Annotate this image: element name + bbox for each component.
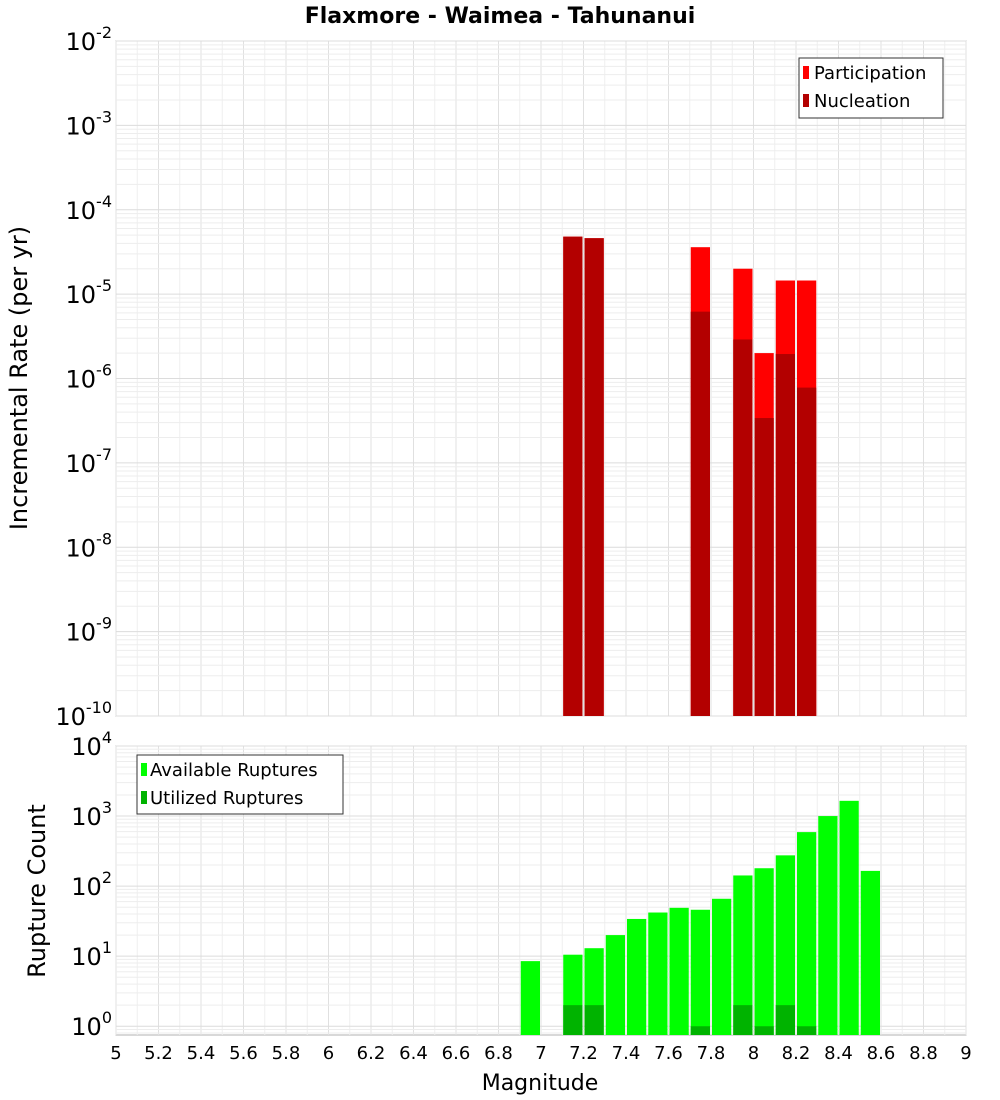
x-tick-label: 7	[535, 1043, 546, 1064]
x-tick-label: 7.4	[612, 1043, 641, 1064]
x-tick-label: 9	[960, 1043, 971, 1064]
legend-label-participation: Participation	[814, 63, 926, 84]
legend-label-nucleation: Nucleation	[814, 91, 910, 112]
bottom-bar-available-ruptures	[839, 800, 859, 1035]
y-tick-label: 102	[71, 868, 112, 901]
top-legend-box	[798, 57, 944, 119]
bottom-bar-available-ruptures	[797, 832, 817, 1035]
top-bar-nucleation	[690, 311, 710, 716]
bottom-bar-available-ruptures	[520, 961, 540, 1035]
bottom-bar-available-ruptures	[627, 918, 647, 1035]
top-y-axis-label: Incremental Rate (per yr)	[5, 226, 33, 530]
bottom-legend-box	[136, 754, 344, 815]
x-tick-label: 8.4	[824, 1043, 853, 1064]
top-grid	[115, 40, 967, 717]
bottom-y-axis-label: Rupture Count	[23, 804, 51, 978]
legend-swatch-participation	[803, 66, 809, 79]
bottom-bar-available-ruptures	[669, 907, 689, 1035]
bottom-bar-utilized-ruptures	[584, 1005, 604, 1035]
bottom-bar-available-ruptures	[818, 816, 838, 1035]
top-bar-nucleation	[584, 238, 604, 716]
x-tick-label: 8.8	[909, 1043, 938, 1064]
x-tick-label: 6.2	[357, 1043, 386, 1064]
bottom-bars	[520, 800, 880, 1035]
legend-swatch-utilized	[141, 791, 147, 804]
legend-label-available: Available Ruptures	[150, 760, 318, 781]
y-tick-label: 10-4	[66, 192, 113, 225]
bottom-bar-available-ruptures	[754, 868, 774, 1035]
bottom-legend: Available Ruptures Utilized Ruptures	[136, 754, 344, 815]
x-tick-label: 6.4	[399, 1043, 428, 1064]
y-tick-label: 10-9	[66, 614, 113, 647]
legend-swatch-nucleation	[803, 94, 809, 107]
y-tick-label: 10-3	[66, 107, 113, 140]
legend-swatch-available	[141, 763, 147, 776]
x-tick-label: 7.8	[697, 1043, 726, 1064]
top-legend: Participation Nucleation	[798, 57, 944, 119]
chart-title: Flaxmore - Waimea - Tahunanui	[305, 4, 696, 29]
y-tick-label: 104	[71, 728, 112, 761]
x-tick-label: 6	[323, 1043, 334, 1064]
x-tick-label: 5.4	[187, 1043, 216, 1064]
bottom-panel: 100 101 102 103 104 5 5.2 5.4 5.6 5.8 6 6.2 6.4 6.6 6…	[23, 728, 972, 1096]
bottom-bar-available-ruptures	[712, 898, 732, 1035]
x-tick-label: 7.6	[654, 1043, 683, 1064]
top-bar-nucleation	[733, 339, 753, 716]
top-panel: 10-10 10-9 10-8 10-7 10-6 10-5 10-4 10-3 10-2 In…	[5, 23, 967, 731]
bottom-y-ticks: 100 101 102 103 104	[71, 728, 112, 1041]
x-tick-label: 5.6	[229, 1043, 258, 1064]
bottom-bar-available-ruptures	[733, 875, 753, 1035]
x-tick-label: 6.8	[484, 1043, 513, 1064]
y-tick-label: 100	[71, 1008, 112, 1041]
x-tick-label: 8	[748, 1043, 759, 1064]
x-tick-label: 5.8	[272, 1043, 301, 1064]
x-tick-label: 5	[110, 1043, 121, 1064]
bottom-bar-utilized-ruptures	[754, 1026, 774, 1035]
bottom-x-ticks: 5 5.2 5.4 5.6 5.8 6 6.2 6.4 6.6 6.8 7 7.2 7.4 7.6 7.8 8…	[110, 1043, 971, 1064]
bottom-bar-utilized-ruptures	[733, 1005, 753, 1035]
y-tick-label: 10-5	[66, 276, 113, 309]
bottom-bar-utilized-ruptures	[775, 1005, 795, 1035]
x-tick-label: 8.6	[867, 1043, 896, 1064]
x-tick-label: 7.2	[569, 1043, 598, 1064]
y-tick-label: 10-10	[55, 698, 112, 731]
bottom-bar-available-ruptures	[775, 855, 795, 1035]
y-tick-label: 10-6	[66, 361, 113, 394]
x-tick-label: 5.2	[144, 1043, 173, 1064]
x-tick-label: 8.2	[782, 1043, 811, 1064]
bottom-bar-available-ruptures	[605, 935, 625, 1035]
bottom-bar-available-ruptures	[860, 870, 880, 1035]
top-bar-nucleation	[775, 354, 795, 716]
bottom-bar-utilized-ruptures	[797, 1026, 817, 1035]
top-y-ticks: 10-10 10-9 10-8 10-7 10-6 10-5 10-4 10-3 10-2	[55, 23, 112, 731]
legend-label-utilized: Utilized Ruptures	[150, 788, 303, 809]
y-tick-label: 103	[71, 798, 112, 831]
bottom-bar-available-ruptures	[690, 909, 710, 1035]
y-tick-label: 10-7	[66, 445, 113, 478]
bottom-bar-utilized-ruptures	[690, 1026, 710, 1035]
y-tick-label: 101	[71, 938, 112, 971]
y-tick-label: 10-2	[66, 23, 113, 56]
x-tick-label: 6.6	[442, 1043, 471, 1064]
y-tick-label: 10-8	[66, 529, 113, 562]
top-bar-nucleation	[754, 418, 774, 716]
bottom-bar-utilized-ruptures	[563, 1005, 583, 1035]
top-bar-nucleation	[797, 387, 817, 716]
x-axis-label: Magnitude	[482, 1071, 599, 1096]
top-bars	[563, 236, 817, 716]
top-bar-nucleation	[563, 236, 583, 716]
bottom-bar-available-ruptures	[648, 912, 668, 1035]
